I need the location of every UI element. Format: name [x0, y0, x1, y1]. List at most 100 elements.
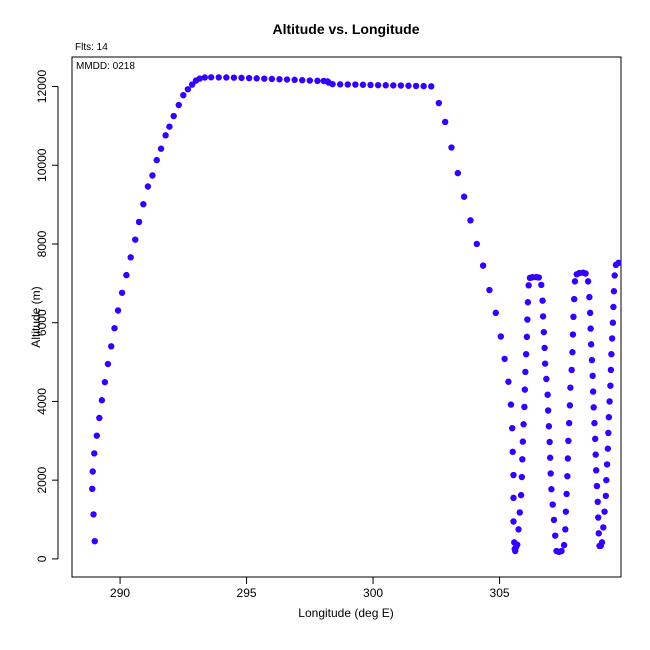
y-tick-label: 4000 [35, 388, 49, 415]
data-point [207, 74, 215, 81]
date-annotation: MMDD: 0218 [76, 61, 135, 72]
data-point [382, 82, 389, 89]
data-point [566, 402, 574, 409]
data-point [584, 278, 592, 285]
y-tick-label: 2000 [35, 466, 49, 493]
data-point [539, 297, 546, 304]
data-point [586, 293, 593, 301]
data-point [525, 282, 532, 289]
data-point [314, 77, 321, 85]
y-tick-label: 6000 [35, 309, 49, 336]
data-point [245, 74, 253, 82]
data-point [420, 82, 427, 90]
data-point [522, 368, 529, 376]
data-point [299, 77, 306, 84]
data-point [261, 75, 268, 82]
data-point [569, 331, 577, 338]
data-point [448, 144, 455, 151]
data-point [609, 319, 617, 326]
flights-annotation: Flts: 14 [75, 42, 108, 53]
data-point [96, 414, 103, 422]
data-point [605, 429, 612, 437]
data-point [230, 74, 238, 81]
data-point [595, 514, 602, 521]
data-point [524, 299, 532, 306]
data-point [591, 419, 598, 427]
y-tick-label: 10000 [35, 148, 49, 182]
data-point [535, 274, 542, 281]
data-point [390, 82, 397, 89]
data-point [520, 421, 527, 428]
data-point [586, 309, 594, 317]
data-point [518, 473, 526, 481]
data-point [550, 516, 558, 524]
data-point [89, 485, 96, 493]
data-point [589, 372, 596, 380]
data-point [608, 335, 616, 342]
data-point [412, 82, 420, 90]
data-point [101, 378, 109, 386]
data-point [111, 325, 118, 332]
data-point [108, 343, 115, 350]
data-point [565, 437, 572, 444]
data-point [538, 281, 545, 289]
x-axis: 290 295 300 305 [110, 576, 510, 600]
x-tick-label: 300 [363, 586, 383, 600]
data-point [510, 494, 517, 502]
data-point [306, 77, 314, 84]
data-point [184, 86, 192, 93]
data-point [497, 333, 505, 340]
data-point [588, 356, 596, 364]
data-point [605, 413, 613, 421]
x-axis-label: Longitude (deg E) [298, 606, 393, 620]
data-point [565, 419, 573, 427]
data-point [593, 467, 600, 474]
data-point [587, 325, 594, 332]
x-tick-label: 295 [237, 586, 257, 600]
data-point [467, 217, 474, 224]
data-points [89, 74, 622, 556]
data-point [541, 344, 548, 352]
data-point [175, 101, 182, 109]
data-point [601, 508, 608, 515]
data-point [571, 278, 579, 285]
data-point [367, 81, 374, 89]
data-point [539, 313, 547, 320]
data-point [238, 74, 245, 82]
data-point [509, 425, 516, 432]
data-point [568, 366, 575, 374]
data-point [98, 397, 106, 404]
data-point [522, 351, 530, 358]
data-point [140, 201, 147, 208]
data-point [196, 75, 203, 82]
data-point [486, 286, 493, 294]
data-point [492, 309, 499, 317]
data-point [610, 303, 617, 311]
data-point [291, 76, 298, 84]
x-tick-label: 305 [490, 586, 510, 600]
data-point [93, 432, 100, 439]
data-point [441, 118, 449, 126]
data-point [521, 403, 528, 411]
data-point [541, 360, 549, 367]
data-point [253, 75, 260, 82]
data-point [610, 288, 618, 295]
data-point [153, 156, 160, 164]
data-point [546, 438, 553, 446]
data-point [608, 351, 615, 358]
data-point [567, 384, 574, 391]
data-point [215, 74, 222, 81]
data-point [564, 455, 572, 462]
plot-frame [71, 56, 622, 578]
data-point [593, 482, 601, 490]
data-point [344, 81, 351, 88]
chart-title: Altitude vs. Longitude [273, 21, 420, 37]
data-point [157, 145, 165, 152]
data-point [602, 492, 610, 500]
data-point [435, 99, 443, 107]
data-point [91, 450, 98, 457]
data-point [594, 498, 601, 506]
data-point [564, 473, 571, 480]
y-tick-label: 8000 [35, 230, 49, 257]
